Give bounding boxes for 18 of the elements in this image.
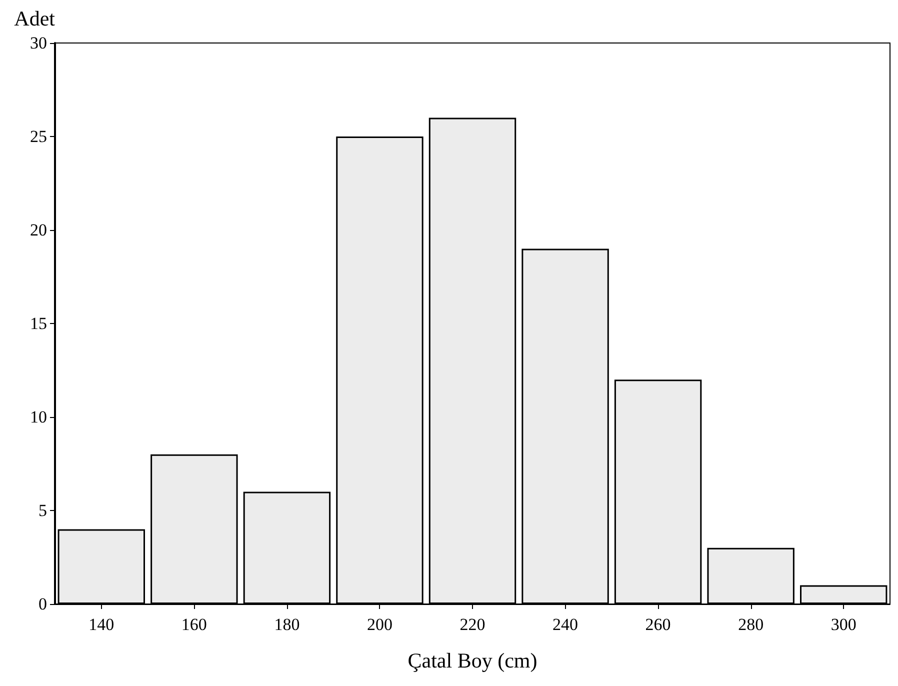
y-axis-title: Adet — [14, 6, 56, 30]
x-tick-label: 200 — [366, 615, 392, 634]
x-tick-label: 140 — [88, 615, 114, 634]
y-tick-label: 5 — [38, 501, 47, 520]
x-tick-label: 220 — [460, 615, 486, 634]
x-tick-label: 180 — [274, 615, 300, 634]
y-tick-label: 15 — [30, 314, 47, 333]
x-tick-label: 240 — [552, 615, 578, 634]
y-tick-label: 30 — [30, 34, 47, 52]
x-tick-label: 260 — [645, 615, 671, 634]
y-tick-label: 0 — [38, 594, 47, 614]
x-tick-label: 160 — [181, 615, 207, 634]
y-tick-label: 20 — [30, 220, 47, 240]
x-axis-title: Çatal Boy (cm) — [408, 648, 538, 672]
x-tick-label: 280 — [738, 615, 764, 634]
y-tick-label: 25 — [30, 127, 47, 146]
x-tick-label: 300 — [830, 615, 856, 634]
y-tick-label: 10 — [30, 408, 47, 426]
